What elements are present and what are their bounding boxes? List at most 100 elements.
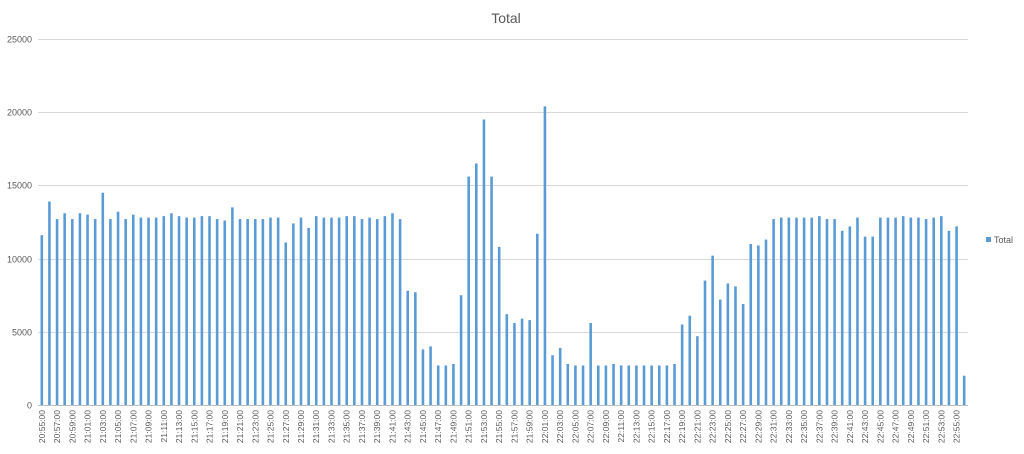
x-tick-label: 21:57:00 (509, 410, 519, 443)
bar (871, 236, 875, 405)
bar (124, 219, 127, 405)
x-tick-label: 22:47:00 (891, 410, 901, 443)
bar (528, 320, 531, 405)
x-tick-label: 22:45:00 (875, 410, 885, 443)
bar (421, 349, 425, 405)
bar (490, 176, 493, 405)
bar (292, 223, 295, 405)
bar (901, 216, 905, 405)
y-axis-tick-labels: 0 5000 10000 15000 20000 25000 (7, 35, 32, 411)
bar (322, 217, 326, 405)
x-tick-label: 22:07:00 (586, 410, 596, 443)
x-tick-label: 21:43:00 (403, 410, 413, 443)
x-tick-label: 21:09:00 (144, 410, 154, 443)
bar (543, 106, 547, 405)
bar (802, 217, 806, 405)
bar (741, 303, 745, 405)
bar (856, 217, 859, 405)
bar (299, 217, 303, 405)
x-tick-label: 22:43:00 (860, 410, 870, 443)
y-tick-label: 10000 (7, 255, 32, 265)
bar (657, 365, 661, 405)
x-axis-tick-labels: 20:55:00 20:57:00 20:59:00 21:01:00 21:03:00… (37, 410, 962, 443)
x-tick-label: 22:41:00 (845, 410, 855, 443)
bar (962, 375, 966, 405)
bar (497, 246, 501, 405)
bar (101, 192, 105, 405)
bar (375, 219, 379, 405)
x-tick-label: 22:15:00 (647, 410, 657, 443)
x-tick-label: 22:03:00 (555, 410, 565, 443)
bar (818, 216, 821, 405)
x-tick-label: 20:55:00 (37, 410, 47, 443)
bar (924, 219, 928, 405)
bar (749, 243, 753, 405)
x-tick-label: 22:49:00 (906, 410, 916, 443)
gridlines (38, 39, 968, 333)
bar (337, 217, 341, 405)
bar (886, 217, 890, 405)
bar (406, 290, 410, 405)
bar (551, 355, 554, 405)
bar (757, 245, 760, 405)
bar (109, 219, 112, 405)
bar (505, 314, 509, 405)
y-tick-label: 5000 (12, 328, 32, 338)
bar (86, 214, 89, 405)
bar (48, 201, 51, 405)
bar (772, 219, 775, 405)
x-tick-label: 22:25:00 (723, 410, 733, 443)
y-tick-label: 20000 (7, 108, 32, 118)
x-tick-label: 22:31:00 (769, 410, 779, 443)
x-tick-label: 21:59:00 (525, 410, 535, 443)
bar (566, 364, 570, 405)
bar (635, 365, 638, 405)
bar (246, 219, 249, 405)
x-tick-label: 21:13:00 (174, 410, 184, 443)
bar (353, 216, 356, 405)
bar (154, 217, 158, 405)
x-tick-label: 21:15:00 (189, 410, 199, 443)
x-tick-label: 22:23:00 (708, 410, 718, 443)
bar (391, 213, 394, 405)
bar (192, 217, 196, 405)
bar (330, 217, 333, 405)
x-tick-label: 21:35:00 (342, 410, 352, 443)
x-tick-label: 22:53:00 (936, 410, 946, 443)
bar (940, 216, 943, 405)
legend-label-total: Total (994, 235, 1013, 245)
bar (604, 365, 608, 405)
x-tick-label: 21:05:00 (113, 410, 123, 443)
x-tick-label: 21:25:00 (266, 410, 276, 443)
bar (215, 219, 219, 405)
bar (894, 217, 897, 405)
x-tick-label: 21:53:00 (479, 410, 489, 443)
x-tick-label: 21:31:00 (311, 410, 321, 443)
bar (177, 216, 181, 405)
bar (703, 280, 707, 405)
bar (170, 213, 173, 405)
bar (558, 347, 562, 405)
bar (680, 324, 684, 405)
bar (253, 219, 257, 405)
x-tick-label: 21:33:00 (326, 410, 336, 443)
bar (71, 219, 74, 405)
x-tick-label: 22:01:00 (540, 410, 550, 443)
bar (726, 283, 730, 405)
bar (360, 219, 364, 405)
bar (436, 365, 440, 405)
bar (467, 176, 470, 405)
bar (414, 292, 417, 405)
bar (642, 365, 646, 405)
bar (231, 207, 234, 405)
bar (779, 217, 783, 405)
bar (764, 239, 768, 405)
bar (276, 217, 280, 405)
bar (627, 365, 631, 405)
bar (795, 217, 798, 405)
x-tick-label: 21:41:00 (387, 410, 397, 443)
bar (55, 219, 59, 405)
bar (848, 226, 852, 405)
x-tick-label: 22:39:00 (830, 410, 840, 443)
